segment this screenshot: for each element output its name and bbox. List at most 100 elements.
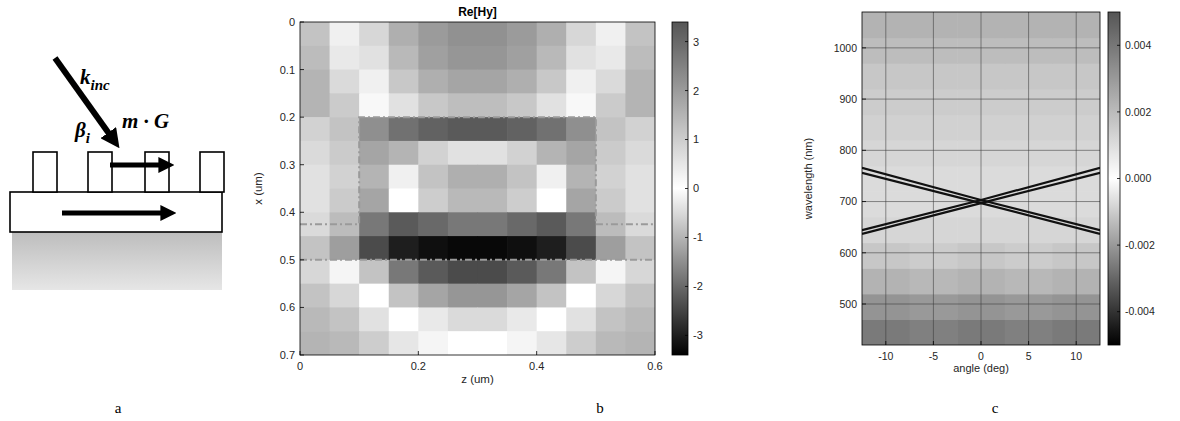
y-tick-label: 0 [289,16,295,28]
heatmap-cell [596,307,626,331]
beta-arrow [62,211,170,216]
heatmap-cell [330,93,360,117]
colorbar-tick [685,188,688,189]
heatmap-cell [300,46,330,70]
heatmap-cell [330,331,360,355]
label-sub: i [86,130,91,146]
x-tick-label: 10 [1070,350,1082,362]
heatmap-cell [507,189,537,213]
grid-line [862,99,1100,100]
y-tick [862,252,866,253]
heatmap-cell [418,46,448,70]
heatmap-cell [625,236,655,260]
y-tick [862,47,866,48]
heatmap-cell [418,165,448,189]
heatmap-cell [330,189,360,213]
label-main: β [74,118,86,142]
heatmap-cell [507,117,537,141]
grid-line [862,150,1100,151]
heatmap-cell [448,141,478,165]
y-tick-label: 600 [839,247,857,259]
heatmap-cell [389,141,419,165]
heatmap-cell [389,70,419,94]
grid-line [862,47,1100,48]
heatmap-cell [478,212,508,236]
heatmap-cell [359,212,389,236]
heatmap-cell [448,70,478,94]
heatmap-cell [478,117,508,141]
grid-line [862,304,1100,305]
panel-label: c [992,400,999,416]
heatmap-cell [359,236,389,260]
colorbar-tick [685,335,688,336]
heatmap-cell [596,93,626,117]
heatmap-cell [596,284,626,308]
label-main: k [80,65,91,89]
line-series [862,168,1100,231]
heatmap-cell [507,70,537,94]
heatmap-cell [537,260,567,284]
heatmap-cell [478,284,508,308]
heatmap-cell [359,70,389,94]
heatmap-cell [448,165,478,189]
heatmap-cell [389,93,419,117]
grating-ridge [88,152,112,192]
plot-area [300,22,655,355]
heatmap-cell [418,22,448,46]
heatmap-cell [448,236,478,260]
heatmap-cell [537,307,567,331]
line-series [862,173,1100,234]
heatmap-cell [359,331,389,355]
heatmap-cell [478,141,508,165]
heatmap-cell [448,46,478,70]
y-tick [300,307,304,308]
x-tick [300,351,301,355]
heatmap-cell [359,46,389,70]
heatmap-cell [537,141,567,165]
y-axis-title: x (um) [252,172,264,205]
x-tick-label: 0 [297,360,303,372]
y-tick [862,201,866,202]
y-tick [300,212,304,213]
heatmap-cell [359,284,389,308]
heatmap-cell [566,46,596,70]
heatmap-cell [300,260,330,284]
colorbar-tick [685,237,688,238]
heatmap-cell [389,260,419,284]
heatmap-cell [537,46,567,70]
heatmap-cell [507,141,537,165]
heatmap-cell [330,117,360,141]
heatmap-cell [625,307,655,331]
heatmap-cell [625,284,655,308]
heatmap-cell [507,331,537,355]
heatmap-cell [300,141,330,165]
heatmap-cell [566,141,596,165]
y-tick-label: 900 [839,93,857,105]
x-tick [1076,341,1077,345]
x-axis-title: angle (deg) [953,362,1009,374]
chart-title: Re[Hy] [458,5,497,19]
heatmap-cell [330,70,360,94]
grid-line [933,12,934,345]
heatmap-cell [418,141,448,165]
panel-label: b [596,400,604,416]
colorbar-tick-label: -2 [693,280,703,292]
heatmap-cell [625,189,655,213]
heatmap-cell [359,260,389,284]
heatmap-cell [389,117,419,141]
colorbar-tick [1117,45,1120,46]
heatmap-cell [596,70,626,94]
panel-c: -10-505105006007008009001000angle (deg)w… [802,12,1155,416]
colorbar-tick-label: 0.004 [1125,39,1151,51]
colorbar-tick-label: -0.004 [1125,305,1155,317]
heatmap-cell [418,212,448,236]
heatmap-cell [596,165,626,189]
colorbar-tick-label: 0 [693,182,699,194]
panel-a: kincβim · Ga [10,58,224,416]
heatmap-cell [566,117,596,141]
heatmap-cell [566,260,596,284]
heatmap-cell [478,70,508,94]
colorbar-tick-label: -3 [693,329,703,341]
x-tick-label: 5 [1026,350,1032,362]
heatmap-cell [478,165,508,189]
